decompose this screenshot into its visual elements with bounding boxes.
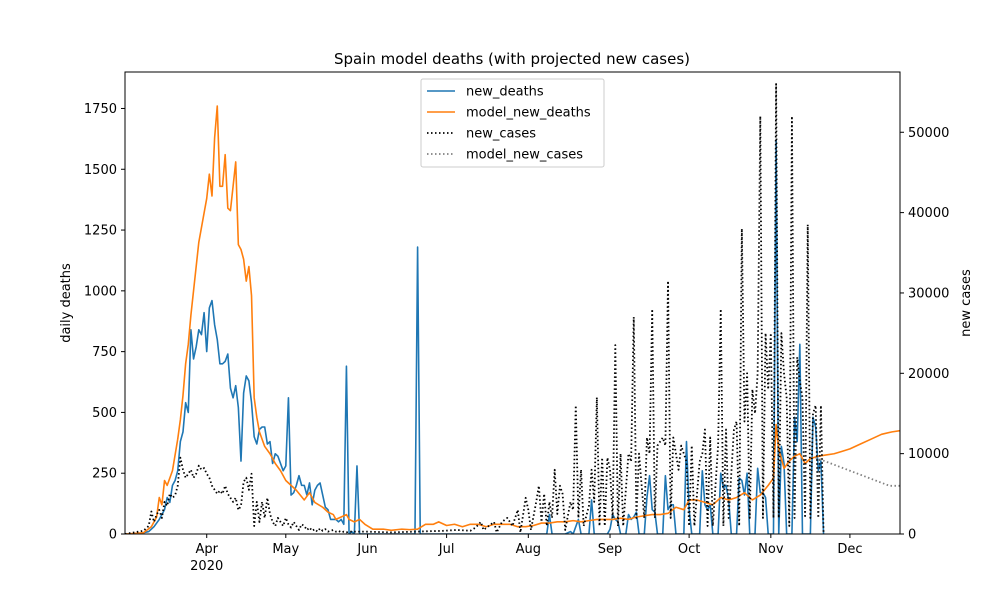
chart-title: Spain model deaths (with projected new c…: [334, 50, 690, 68]
series-line-new-deaths: [125, 139, 825, 534]
y-left-tick-label: 0: [109, 528, 117, 543]
legend-label-model-new-cases: model_new_cases: [466, 148, 583, 163]
series-line-model-new-cases: [815, 456, 900, 487]
x-tick-sublabel: 2020: [190, 559, 223, 574]
y-left-tick-label: 1000: [84, 284, 117, 299]
y-right-axis-label: new cases: [959, 269, 974, 337]
y-right-tick-label: 10000: [908, 447, 949, 462]
y-right-tick-label: 40000: [908, 206, 949, 221]
series-line-model-new-deaths: [125, 105, 900, 534]
x-tick-label: Jun: [356, 542, 377, 557]
x-tick-label: Sep: [598, 542, 623, 557]
y-left-tick-label: 250: [92, 467, 117, 482]
legend-box: [420, 78, 605, 168]
plot-frame: [124, 71, 901, 535]
legend-label-model-new-deaths: model_new_deaths: [466, 106, 591, 121]
y-right-tick-label: 20000: [908, 367, 949, 382]
legend: new_deaths model_new_deaths new_casesmodel…: [420, 78, 605, 168]
x-tick-label: Jul: [438, 542, 455, 557]
x-tick-label: Dec: [837, 542, 862, 557]
x-tick-label: Aug: [516, 542, 541, 557]
y-right-tick-label: 30000: [908, 286, 949, 301]
legend-label-new-deaths: new_deaths: [466, 85, 544, 100]
x-tick-label: May: [272, 542, 299, 557]
y-right-tick-label: 50000: [908, 126, 949, 141]
x-tick-label: Oct: [678, 542, 700, 557]
y-left-tick-label: 500: [92, 406, 117, 421]
x-tick-label: Nov: [758, 542, 784, 557]
x-tick-label: Apr: [195, 542, 218, 557]
y-left-tick-label: 750: [92, 345, 117, 360]
y-left-tick-label: 1750: [84, 102, 117, 117]
y-right-tick-label: 0: [908, 528, 916, 543]
y-left-tick-label: 1500: [84, 163, 117, 178]
legend-label-new-cases: new_cases: [466, 127, 536, 142]
y-left-tick-label: 1250: [84, 224, 117, 239]
y-left-axis-label: daily deaths: [59, 263, 74, 343]
series-line-new-cases: [125, 83, 825, 534]
